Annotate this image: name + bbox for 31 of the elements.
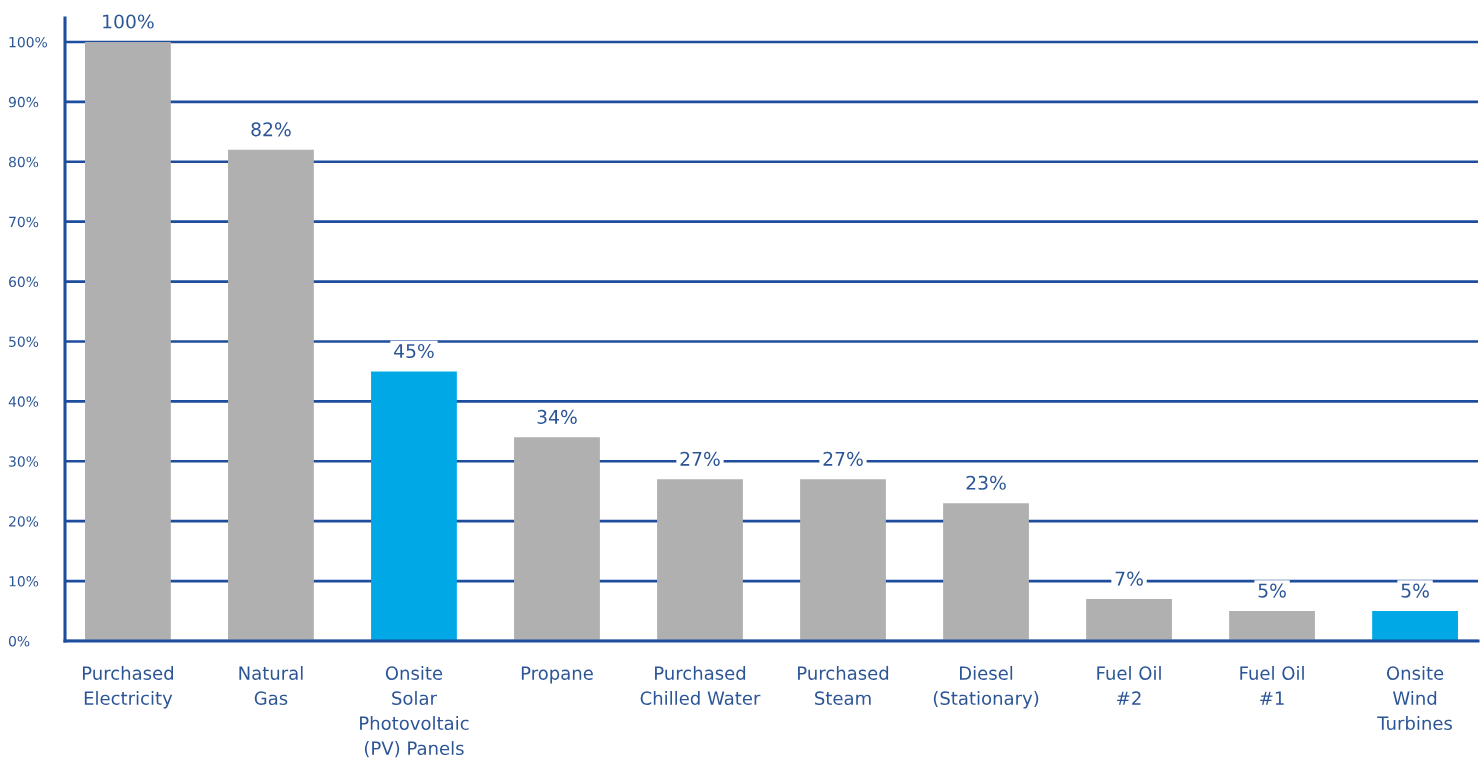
data-label: 5% — [1258, 583, 1286, 598]
x-tick-label: Purchased Steam — [798, 666, 889, 705]
y-tick-label: 10% — [9, 576, 39, 587]
data-label: 100% — [103, 14, 154, 29]
x-tick-label: Purchased Chilled Water — [640, 666, 761, 705]
x-tick-label: Fuel Oil #2 — [1097, 666, 1161, 705]
x-tick-label: Onsite Wind Turbines — [1377, 666, 1452, 731]
data-label: 7% — [1115, 571, 1143, 586]
y-tick-label: 60% — [9, 276, 39, 288]
x-tick-label: Fuel Oil #1 — [1240, 666, 1304, 705]
y-tick-label: 80% — [9, 156, 39, 168]
x-tick-label: Natural Gas — [239, 666, 303, 705]
y-tick-label: 100% — [9, 36, 47, 48]
x-tick-label: Purchased Electricity — [82, 666, 174, 709]
y-tick-label: 20% — [9, 516, 39, 527]
x-tick-label: Propane — [521, 666, 593, 684]
data-label: 82% — [251, 122, 291, 137]
y-tick-label: 70% — [9, 216, 39, 228]
y-tick-label: 90% — [8, 96, 39, 108]
data-label: 45% — [394, 343, 434, 359]
data-label: 27% — [823, 451, 863, 466]
y-tick-label: 30% — [9, 456, 39, 467]
y-tick-label: 50% — [9, 336, 39, 347]
y-tick-label: 40% — [8, 396, 39, 407]
data-label: 27% — [680, 451, 720, 466]
x-tick-label: Onsite Solar Photovoltaic (PV) Panels — [360, 666, 469, 758]
y-tick-label: 0% — [8, 635, 30, 647]
data-label: 34% — [537, 409, 577, 424]
x-tick-label: Diesel (Stationary) — [933, 666, 1039, 709]
data-label: 23% — [966, 475, 1006, 490]
data-label: 5% — [1401, 583, 1429, 598]
